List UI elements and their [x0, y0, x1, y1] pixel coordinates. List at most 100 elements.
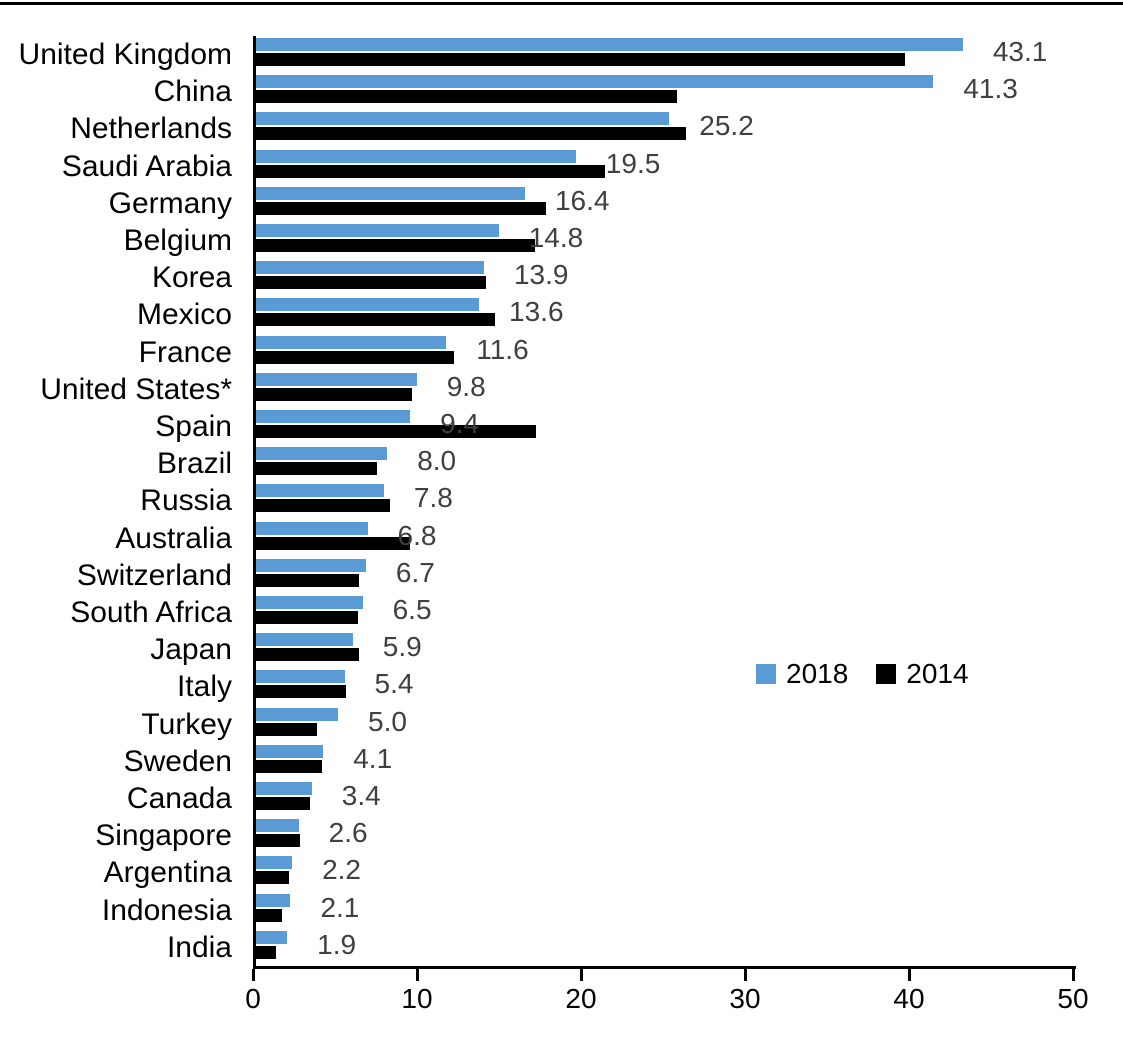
category-label: Russia: [140, 484, 232, 518]
category-row: 16.4: [256, 185, 1076, 222]
category-row: 2.2: [256, 854, 1076, 891]
category-label: Saudi Arabia: [61, 149, 232, 183]
bar-2014: [256, 536, 411, 550]
bar-2014: [256, 425, 537, 438]
category-label: Sweden: [123, 744, 232, 778]
value-label: 6.8: [397, 519, 437, 551]
bar-2014: [256, 834, 301, 848]
bar-2014: [256, 127, 686, 141]
category-label: United Kingdom: [18, 38, 232, 71]
bar-2014: [256, 90, 678, 104]
bar-2014: [256, 685, 347, 699]
bar-2014: [256, 462, 378, 476]
value-label: 16.4: [554, 184, 610, 216]
bar-2018: [256, 893, 291, 907]
bar-2014: [256, 313, 496, 327]
legend: 2018 2014: [756, 656, 969, 692]
value-label: 9.8: [446, 370, 486, 402]
value-label: 41.3: [963, 73, 1018, 105]
category-label: Singapore: [95, 819, 232, 853]
bar-2014: [256, 797, 311, 810]
category-row: 4.1: [256, 743, 1076, 780]
category-label: Japan: [150, 633, 232, 667]
bar-2018: [256, 670, 345, 684]
value-label: 6.7: [395, 556, 435, 588]
bar-2014: [256, 573, 360, 587]
bar-2018: [256, 38, 963, 51]
top-rule-divider: [0, 2, 1123, 5]
category-row: 2.1: [256, 892, 1076, 929]
category-row: 5.0: [256, 706, 1076, 743]
category-label: Indonesia: [101, 893, 232, 927]
category-row: 9.4: [256, 408, 1076, 445]
x-axis-tick-label: 30: [729, 983, 761, 1014]
category-label: Germany: [108, 186, 232, 220]
bar-2014: [256, 201, 547, 215]
value-label: 3.4: [341, 780, 381, 811]
value-label: 7.8: [413, 482, 453, 514]
value-label: 5.9: [382, 631, 422, 663]
category-row: 19.5: [256, 148, 1076, 185]
category-label: United States*: [40, 372, 232, 406]
category-label: Turkey: [141, 707, 232, 741]
bar-2014: [256, 722, 317, 736]
category-label: Argentina: [103, 856, 232, 890]
category-row: 41.3: [256, 73, 1076, 110]
category-row: 11.6: [256, 334, 1076, 371]
value-label: 6.5: [392, 594, 432, 625]
bar-2018: [256, 75, 934, 89]
bar-2014: [256, 239, 535, 252]
x-axis-tick: [744, 969, 747, 981]
legend-entry-2014: 2014: [876, 658, 969, 690]
category-row: 43.1: [256, 36, 1076, 73]
category-row: 8.0: [256, 445, 1076, 482]
category-row: 5.4: [256, 668, 1076, 705]
bar-2014: [256, 53, 906, 66]
category-label: South Africa: [70, 596, 232, 629]
bar-2018: [256, 856, 293, 870]
category-label: Switzerland: [76, 558, 232, 592]
category-axis-labels: United Kingdom China Netherlands Saudi Arab…: [0, 36, 241, 966]
bar-2018: [256, 224, 499, 237]
category-label: Spain: [155, 410, 232, 443]
bar-2018: [256, 744, 324, 758]
x-axis-tick-label: 40: [893, 983, 925, 1014]
value-label: 19.5: [605, 147, 661, 179]
category-row: 13.6: [256, 296, 1076, 333]
legend-label-2018: 2018: [786, 658, 849, 689]
category-label: Australia: [115, 521, 232, 555]
bar-2014: [256, 350, 455, 364]
legend-entry-2018: 2018: [756, 658, 848, 690]
bar-2018: [256, 410, 411, 423]
category-label: France: [138, 335, 232, 369]
category-row: 5.9: [256, 631, 1076, 668]
x-axis-tick: [416, 969, 419, 981]
x-axis-tick: [1072, 969, 1075, 981]
category-row: 14.8: [256, 222, 1076, 259]
bar-2018: [256, 930, 288, 944]
bar-2018: [256, 298, 480, 312]
value-label: 4.1: [353, 742, 393, 774]
category-label: Mexico: [136, 298, 232, 332]
bar-2014: [256, 908, 283, 922]
bar-2014: [256, 648, 360, 662]
bar-2018: [256, 484, 384, 498]
plot-area: 43.1 41.3 25.2 19.5 16.4 14.8 13.9 13.6 11.6 9.8 9…: [253, 36, 1076, 969]
bar-2018: [256, 558, 366, 572]
bar-2018: [256, 372, 417, 386]
value-label: 43.1: [992, 36, 1048, 67]
value-label: 8.0: [417, 445, 457, 477]
category-row: 6.8: [256, 520, 1076, 557]
bar-2018: [256, 819, 299, 833]
x-axis-tick: [580, 969, 583, 981]
value-label: 11.6: [476, 333, 529, 365]
value-label: 14.8: [528, 222, 584, 253]
bar-2018: [256, 633, 353, 647]
x-axis: 0 10 20 30 40 50: [245, 969, 1089, 1029]
bar-2014: [256, 871, 289, 885]
bar-2018: [256, 782, 312, 795]
bar-2018: [256, 596, 363, 609]
value-label: 2.6: [328, 817, 368, 849]
bar-2018: [256, 149, 576, 163]
bar-2014: [256, 945, 276, 959]
